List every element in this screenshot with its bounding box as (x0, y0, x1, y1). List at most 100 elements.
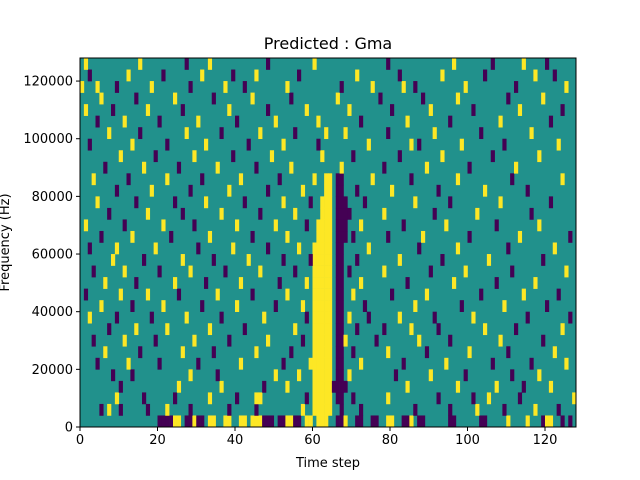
heatmap-cell (153, 242, 158, 255)
heatmap-cell (184, 127, 189, 140)
heatmap-cell (339, 323, 344, 336)
heatmap-cell (339, 230, 344, 243)
heatmap-cell (324, 392, 329, 405)
heatmap-cell (227, 415, 232, 428)
x-axis: 0 20 40 60 80 100 120 (76, 427, 557, 448)
heatmap-cell (316, 115, 321, 128)
heatmap-cell (192, 219, 197, 232)
heatmap-cell (316, 415, 321, 428)
heatmap-cell (572, 392, 577, 405)
y-axis: 0 20000 40000 60000 80000 100000 120000 (23, 75, 80, 436)
heatmap-cell (328, 323, 333, 336)
heatmap-cell (328, 184, 333, 197)
heatmap-cell (215, 369, 220, 382)
heatmap-cell (188, 415, 193, 428)
heatmap-cell (440, 150, 445, 163)
heatmap-cell (479, 415, 484, 428)
heatmap-cell (378, 92, 383, 105)
x-tick-label: 80 (382, 433, 399, 448)
heatmap-cell (262, 380, 267, 393)
heatmap-cell (219, 207, 224, 220)
heatmap-cell (335, 369, 340, 382)
heatmap-cell (173, 415, 178, 428)
heatmap-cell (498, 196, 503, 209)
heatmap-cell (490, 58, 495, 70)
heatmap-cell (370, 81, 375, 93)
heatmap-cell (266, 184, 271, 197)
heatmap-cell (114, 81, 120, 93)
heatmap-cell (308, 196, 313, 209)
plot-frame (79, 57, 577, 428)
heatmap-cell (320, 288, 325, 301)
heatmap-cell (560, 104, 565, 116)
heatmap-cell (490, 357, 495, 370)
heatmap-cell (370, 173, 375, 186)
heatmap-cell (401, 357, 406, 370)
heatmap-cell (324, 403, 329, 416)
heatmap-cell (355, 69, 360, 82)
heatmap-cell (273, 115, 278, 128)
heatmap-cell (463, 369, 468, 382)
heatmap-cell (405, 115, 410, 128)
heatmap-cell (269, 415, 275, 428)
heatmap-cell (475, 207, 480, 220)
heatmap-cell (514, 323, 519, 336)
heatmap-cell (83, 219, 89, 232)
heatmap-cell (95, 357, 100, 370)
heatmap-cell (176, 161, 182, 174)
heatmap-cell (138, 346, 143, 359)
heatmap-cell (347, 207, 352, 220)
heatmap-cell (359, 115, 364, 128)
heatmap-cell (339, 415, 344, 428)
heatmap-cell (328, 334, 333, 347)
heatmap-cell (537, 219, 542, 232)
heatmap-cell (335, 207, 340, 220)
heatmap-cell (483, 69, 488, 82)
heatmap-cell (266, 242, 271, 255)
heatmap-cell (262, 415, 267, 428)
heatmap-cell (157, 115, 162, 128)
heatmap-cell (138, 127, 143, 140)
heatmap-cell (320, 265, 325, 278)
heatmap-cell (339, 219, 344, 232)
heatmap-cell (122, 265, 127, 278)
heatmap-cell (312, 265, 317, 278)
heatmap-cell (316, 277, 321, 289)
heatmap-cell (455, 380, 461, 393)
heatmap-cell (374, 334, 379, 347)
heatmap-cell (200, 173, 205, 186)
heatmap-cell (118, 150, 123, 163)
heatmap-cell (409, 138, 414, 151)
heatmap-cell (335, 392, 340, 405)
heatmap-cell (556, 288, 561, 301)
heatmap-cell (351, 288, 356, 301)
heatmap-cell (506, 92, 511, 105)
heatmap-cell (316, 265, 321, 278)
heatmap-cell (421, 415, 426, 428)
heatmap-cell (316, 403, 321, 416)
heatmap-cell (366, 311, 371, 324)
heatmap-cell (324, 357, 329, 370)
heatmap-cell (320, 300, 325, 312)
heatmap-cell (397, 311, 402, 324)
heatmap-cell (273, 219, 278, 232)
heatmap-cell (184, 415, 189, 428)
heatmap-cell (312, 173, 317, 186)
heatmap-cell (126, 69, 131, 82)
heatmap-cell (510, 369, 515, 382)
heatmap-cell (525, 415, 530, 428)
heatmap-cell (324, 173, 329, 186)
heatmap-cell (308, 415, 313, 428)
heatmap-cell (343, 230, 348, 243)
heatmap-cell (130, 230, 135, 243)
heatmap-cell (514, 161, 519, 174)
y-tick-label: 80000 (32, 190, 73, 205)
heatmap-cell (227, 403, 232, 416)
heatmap-cell (432, 127, 437, 140)
heatmap-cell (254, 346, 259, 359)
heatmap-cell (173, 92, 178, 105)
heatmap-cell (312, 242, 317, 255)
heatmap-cell (548, 115, 554, 128)
heatmap-cell (328, 288, 333, 301)
heatmap-cell (258, 127, 263, 140)
